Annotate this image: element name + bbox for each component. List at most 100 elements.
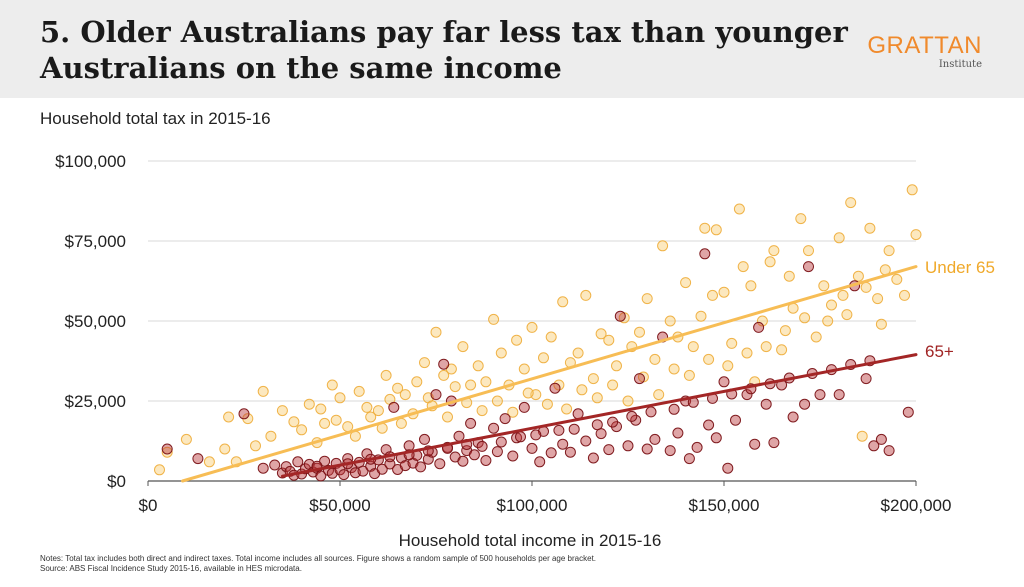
data-point [680,277,692,289]
data-point [768,437,780,449]
data-point [883,245,895,257]
data-point [553,424,565,436]
data-point [522,387,534,399]
data-point [288,416,300,428]
y-tick-label: $100,000 [55,152,126,171]
data-point [515,431,526,443]
trend-lines [181,265,918,483]
data-point [641,293,653,305]
data-point [568,423,580,435]
data-point [449,381,461,393]
logo-subtitle: Institute [938,59,982,70]
data-point [265,430,277,442]
data-point [906,184,918,196]
data-point [645,406,657,418]
data-point [488,313,500,325]
data-point [634,373,645,385]
trend-line [280,353,918,478]
data-point [710,224,722,236]
data-point [192,453,204,465]
data-point [457,341,469,353]
data-point [741,347,753,359]
data-point [649,353,661,365]
data-point [634,326,645,338]
data-point [803,245,814,257]
data-point [580,435,592,447]
data-point [495,436,507,448]
data-point [722,462,734,474]
header-banner: 5. Older Australians pay far less tax th… [0,0,1024,98]
data-point [822,315,834,327]
data-point [868,440,880,452]
y-tick-label: $75,000 [65,232,126,251]
data-point [841,309,853,321]
data-point [664,445,676,457]
data-point [372,405,384,417]
data-point [557,438,569,450]
data-point [518,363,530,375]
x-tick-label: $50,000 [309,496,370,515]
source-line: Source: ABS Fiscal Incidence Study 2015-… [40,564,302,573]
y-tick-label: $50,000 [65,312,126,331]
under-65-points [154,184,922,476]
over-65-points [161,248,914,482]
data-point [476,405,488,417]
data-point [507,406,519,418]
data-point [764,256,776,268]
data-point [845,197,857,209]
data-point [607,379,619,391]
y-axis-title: Household total tax in 2015-16 [40,109,271,128]
data-point [161,443,173,455]
data-point [250,440,261,452]
data-point [361,401,373,413]
data-point [296,424,308,436]
data-point [779,325,791,337]
data-point [683,453,695,465]
data-point [718,376,730,388]
data-point [875,433,887,445]
data-point [818,280,830,292]
data-point [703,419,715,431]
data-point [753,321,765,333]
data-point [591,419,603,431]
data-point [699,222,711,234]
data-point [810,331,822,343]
data-point [580,289,592,301]
data-point [488,422,500,434]
data-point [687,341,699,353]
data-point [161,446,173,458]
data-point [607,416,619,428]
data-point [357,465,369,477]
data-point [576,384,588,396]
data-point [238,408,250,420]
data-point [603,334,615,346]
logo-name: GRATTAN [867,32,982,59]
notes-line: Notes: Total tax includes both direct an… [40,554,597,563]
data-point [365,411,377,423]
data-point [480,455,492,466]
data-point [511,432,523,444]
data-point [223,411,235,423]
data-point [852,270,864,282]
data-point [760,398,772,410]
data-point [315,403,327,415]
data-point [872,293,884,305]
data-point [833,232,845,244]
series-labels: Under 65 65+ [925,258,995,361]
data-point [180,433,192,445]
title-line-2: Australians on the same income [40,51,562,85]
data-point [657,240,669,252]
data-point [626,410,638,422]
x-tick-labels: $0 $50,000 $100,000 $150,000 $200,000 [139,496,952,515]
data-point [864,222,876,234]
y-tick-label: $25,000 [65,392,126,411]
data-point [795,213,807,225]
data-point [718,286,730,298]
data-point [549,382,561,394]
data-point [442,411,453,423]
data-point [538,352,549,364]
data-point [338,469,350,481]
data-point [799,312,811,324]
series-label: 65+ [925,342,954,361]
data-point [468,449,480,461]
